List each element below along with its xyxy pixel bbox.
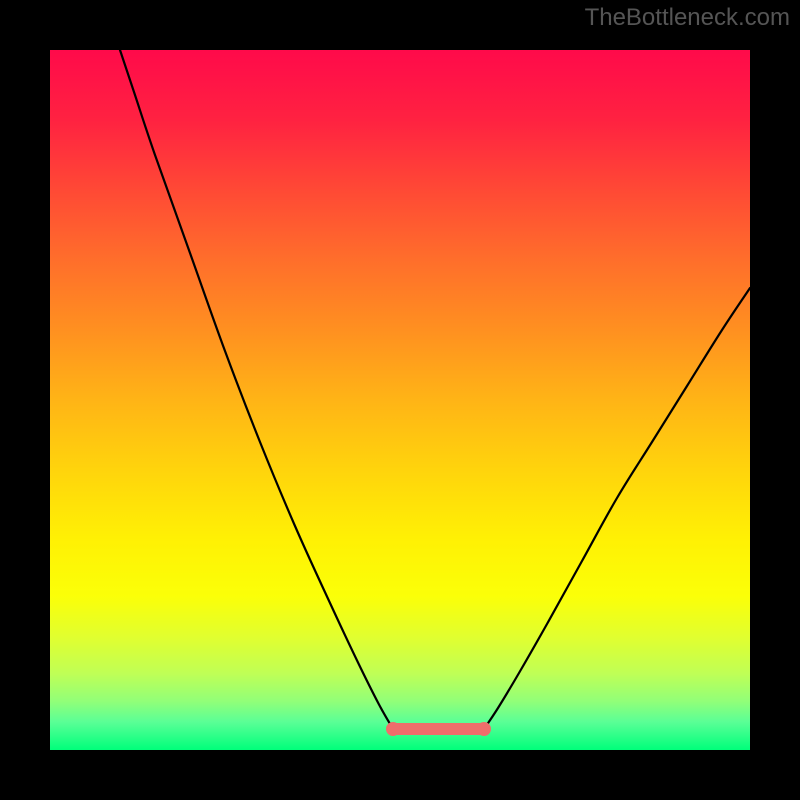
optimal-range-start-dot bbox=[386, 722, 400, 736]
bottleneck-chart bbox=[0, 0, 800, 800]
optimal-range-end-dot bbox=[477, 722, 491, 736]
chart-container: TheBottleneck.com bbox=[0, 0, 800, 800]
optimal-range-segment bbox=[386, 722, 491, 736]
watermark-label: TheBottleneck.com bbox=[585, 4, 790, 32]
